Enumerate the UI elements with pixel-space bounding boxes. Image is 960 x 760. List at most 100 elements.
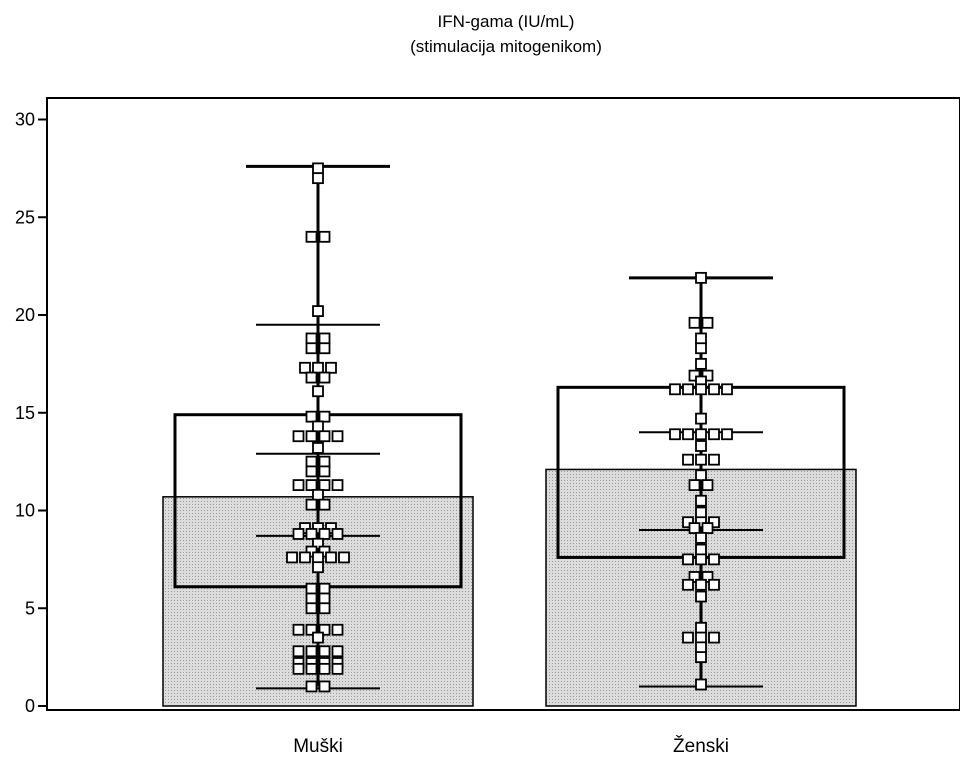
data-point <box>682 428 694 441</box>
data-point <box>331 662 344 675</box>
data-point <box>331 528 344 540</box>
data-point <box>331 479 344 491</box>
data-point <box>695 543 707 556</box>
data-point <box>695 332 707 345</box>
plot-groups <box>162 162 857 707</box>
y-tick-label: 20 <box>15 305 35 325</box>
data-point <box>312 172 324 185</box>
data-point <box>695 453 707 466</box>
data-point <box>299 551 311 564</box>
y-tick-label: 25 <box>15 207 35 227</box>
data-point <box>721 428 733 441</box>
data-point <box>688 571 701 583</box>
data-point <box>318 371 331 384</box>
data-point <box>305 498 318 511</box>
data-point <box>312 442 324 454</box>
data-point <box>305 230 318 243</box>
data-point <box>305 582 318 595</box>
data-point <box>292 430 305 443</box>
data-point <box>312 488 324 501</box>
data-point <box>312 551 324 564</box>
data-point <box>305 645 318 658</box>
data-point <box>669 383 681 396</box>
data-point <box>305 371 318 384</box>
data-point <box>305 680 318 693</box>
data-point <box>688 316 701 329</box>
data-point <box>695 440 707 452</box>
data-point <box>318 602 331 615</box>
data-point <box>695 621 707 634</box>
group-2 <box>545 271 857 707</box>
data-point <box>338 551 350 564</box>
y-tick-label: 0 <box>25 696 35 716</box>
group-1 <box>162 162 474 707</box>
data-point <box>695 678 707 691</box>
data-point <box>669 428 681 441</box>
data-point <box>292 623 305 636</box>
data-point <box>312 537 324 550</box>
data-point <box>695 590 707 603</box>
data-point <box>305 479 318 491</box>
y-tick-label: 10 <box>15 501 35 521</box>
data-point <box>305 623 318 636</box>
x-axis: Muški Ženski <box>293 735 729 757</box>
data-point <box>318 332 331 345</box>
y-tick-label: 15 <box>15 403 35 423</box>
data-point <box>325 361 337 374</box>
data-point <box>312 305 324 317</box>
data-point <box>305 592 318 605</box>
data-point <box>318 342 331 355</box>
x-category-label: Muški <box>293 736 343 757</box>
data-point <box>305 332 318 345</box>
data-point <box>318 455 331 468</box>
data-point <box>312 361 324 374</box>
data-point <box>695 651 707 664</box>
data-point <box>305 430 318 443</box>
data-point <box>305 528 318 540</box>
data-point <box>305 602 318 615</box>
data-point <box>695 631 707 644</box>
data-point <box>331 645 344 658</box>
data-point <box>305 662 318 675</box>
data-point <box>695 342 707 355</box>
x-category-label: Ženski <box>673 735 729 757</box>
data-point <box>292 662 305 675</box>
data-point <box>701 316 714 329</box>
data-point <box>318 680 331 693</box>
data-point <box>695 357 707 370</box>
data-point <box>708 631 720 644</box>
data-point <box>701 571 714 583</box>
data-point <box>292 528 305 540</box>
data-point <box>318 465 331 478</box>
data-point <box>688 522 701 534</box>
data-point <box>682 453 694 466</box>
data-point <box>695 412 707 425</box>
data-point <box>286 551 298 564</box>
data-point <box>305 465 318 478</box>
data-point <box>695 428 707 441</box>
data-point <box>721 383 733 396</box>
data-point <box>682 578 694 591</box>
chart-subtitle: (stimulacija mitogenikom) <box>410 37 602 56</box>
data-point <box>292 479 305 491</box>
data-point <box>318 430 331 443</box>
data-point <box>682 631 694 644</box>
data-point <box>318 662 331 675</box>
data-point <box>318 623 331 636</box>
data-point <box>318 479 331 491</box>
data-point <box>325 551 337 564</box>
data-point <box>331 430 344 443</box>
data-point <box>312 162 324 175</box>
data-point <box>318 582 331 595</box>
data-point <box>695 469 707 482</box>
data-point <box>682 383 694 396</box>
data-point <box>318 410 331 423</box>
y-tick-label: 30 <box>15 110 35 130</box>
data-point <box>695 494 707 507</box>
data-point <box>695 506 707 519</box>
data-point <box>708 428 720 441</box>
data-point <box>331 623 344 636</box>
plot-frame <box>46 97 960 711</box>
y-axis: 0 5 10 15 20 25 30 <box>15 110 47 716</box>
